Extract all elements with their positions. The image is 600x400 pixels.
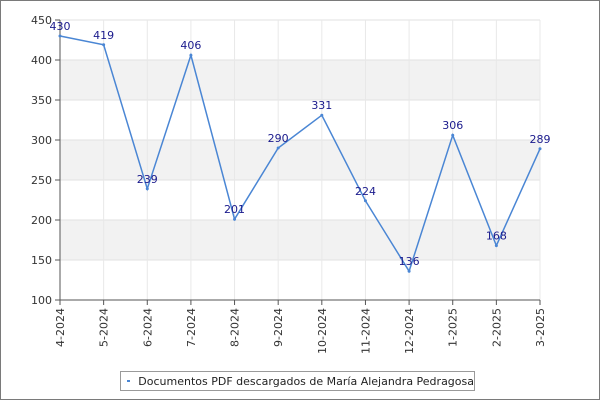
data-point bbox=[276, 146, 280, 150]
data-label: 201 bbox=[224, 203, 245, 216]
data-point bbox=[102, 43, 106, 47]
data-point bbox=[189, 53, 193, 57]
y-tick-label: 450 bbox=[31, 14, 52, 27]
x-tick-label: 3-2025 bbox=[534, 308, 547, 347]
y-tick-label: 300 bbox=[31, 134, 52, 147]
y-tick-label: 100 bbox=[31, 294, 52, 307]
data-label: 239 bbox=[137, 173, 158, 186]
data-label: 290 bbox=[268, 132, 289, 145]
data-label: 331 bbox=[311, 99, 332, 112]
data-label: 430 bbox=[50, 20, 71, 33]
x-tick-label: 1-2025 bbox=[447, 308, 460, 347]
data-point bbox=[363, 199, 367, 203]
data-point bbox=[58, 34, 62, 38]
y-tick-label: 200 bbox=[31, 214, 52, 227]
y-tick-label: 150 bbox=[31, 254, 52, 267]
y-tick-label: 250 bbox=[31, 174, 52, 187]
data-label: 406 bbox=[180, 39, 201, 52]
data-label: 289 bbox=[530, 133, 551, 146]
y-tick-label: 350 bbox=[31, 94, 52, 107]
data-point bbox=[494, 244, 498, 248]
data-point bbox=[145, 187, 149, 191]
data-point bbox=[407, 269, 411, 273]
series-line bbox=[59, 35, 541, 273]
data-point bbox=[538, 147, 542, 151]
x-tick-label: 5-2024 bbox=[98, 308, 111, 347]
data-point bbox=[320, 113, 324, 117]
legend-swatch bbox=[127, 380, 131, 382]
x-tick-label: 6-2024 bbox=[141, 308, 154, 347]
plot-band bbox=[60, 140, 540, 180]
x-tick-label: 12-2024 bbox=[403, 308, 416, 354]
data-point bbox=[233, 217, 237, 221]
x-tick-label: 9-2024 bbox=[272, 308, 285, 347]
data-label: 136 bbox=[399, 255, 420, 268]
data-label: 419 bbox=[93, 29, 114, 42]
data-label: 306 bbox=[442, 119, 463, 132]
x-tick-label: 2-2025 bbox=[490, 308, 503, 347]
plot-band bbox=[60, 60, 540, 100]
data-label: 224 bbox=[355, 185, 376, 198]
x-tick-label: 10-2024 bbox=[316, 308, 329, 354]
legend-label: Documentos PDF descargados de María Alej… bbox=[138, 374, 474, 388]
y-tick-label: 400 bbox=[31, 54, 52, 67]
x-tick-label: 4-2024 bbox=[54, 308, 67, 347]
plot-band bbox=[60, 220, 540, 260]
x-tick-label: 11-2024 bbox=[359, 308, 372, 354]
legend: Documentos PDF descargados de María Alej… bbox=[120, 371, 475, 391]
data-point bbox=[451, 133, 455, 137]
x-tick-label: 7-2024 bbox=[185, 308, 198, 347]
data-label: 168 bbox=[486, 230, 507, 243]
x-tick-label: 8-2024 bbox=[229, 308, 242, 347]
